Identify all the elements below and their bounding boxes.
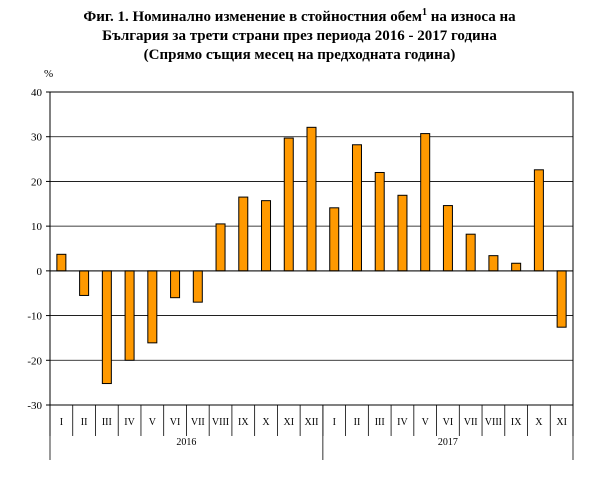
y-axis-label: % <box>44 68 53 80</box>
bar <box>374 171 385 272</box>
x-tick-label: IX <box>238 417 249 428</box>
x-tick-label: XI <box>283 417 294 428</box>
x-tick-label: I <box>60 417 63 428</box>
x-tick-label: II <box>354 417 361 428</box>
x-tick-label: VIII <box>212 417 229 428</box>
y-tick-label: -20 <box>27 355 42 367</box>
x-tick-label: XI <box>556 417 567 428</box>
y-tick-label: 20 <box>31 176 43 188</box>
title-line-2: България за трети страни през периода 20… <box>102 28 497 44</box>
bar <box>556 270 567 328</box>
bar <box>192 270 203 303</box>
x-tick-label: II <box>81 417 88 428</box>
bar <box>147 270 158 344</box>
x-tick-label: VI <box>443 417 454 428</box>
y-tick-label: 30 <box>31 132 43 144</box>
y-tick-label: 0 <box>37 266 43 278</box>
bar <box>397 194 408 272</box>
bar <box>533 169 544 272</box>
bar <box>306 126 317 272</box>
x-tick-label: VII <box>191 417 205 428</box>
x-tick-label: I <box>333 417 336 428</box>
bar <box>101 270 112 385</box>
plot-area-frame <box>49 91 574 406</box>
title-line-1-tail: на износа на <box>426 9 516 25</box>
bar <box>79 270 90 296</box>
title-footnote-mark: 1 <box>421 7 427 18</box>
bar <box>351 144 362 272</box>
x-tick-label: XII <box>305 417 319 428</box>
title-line-3: (Спрямо същия месец на предходната годин… <box>143 47 456 63</box>
y-tick-label: 10 <box>31 221 43 233</box>
y-tick-label: -30 <box>27 400 42 412</box>
x-tick-label: V <box>422 417 430 428</box>
bar <box>420 133 431 272</box>
x-tick-label: VII <box>464 417 478 428</box>
bar <box>124 270 135 361</box>
bar <box>283 137 294 272</box>
bar <box>261 200 272 272</box>
bar <box>215 223 226 272</box>
x-tick-label: X <box>262 417 270 428</box>
bar <box>488 255 499 272</box>
bar <box>465 233 476 272</box>
bar <box>170 270 181 299</box>
x-tick-label: X <box>535 417 543 428</box>
bar <box>56 253 67 272</box>
bar <box>511 262 522 272</box>
chart-title: Фиг. 1. Номинално изменение в стойностни… <box>0 8 599 65</box>
bar <box>329 207 340 272</box>
x-tick-label: VIII <box>485 417 502 428</box>
x-tick-label: VI <box>170 417 181 428</box>
bar <box>238 196 249 272</box>
title-line-1-main: Фиг. 1. Номинално изменение в стойностни… <box>83 9 422 25</box>
title-line-1: Фиг. 1. Номинално изменение в стойностни… <box>0 8 599 27</box>
x-tick-label: V <box>149 417 157 428</box>
x-tick-label: IV <box>397 417 408 428</box>
x-tick-label: IX <box>511 417 522 428</box>
x-tick-label: III <box>102 417 112 428</box>
x-tick-label: IV <box>124 417 135 428</box>
y-tick-label: 40 <box>31 87 43 99</box>
group-label: 2017 <box>438 437 458 448</box>
y-tick-label: -10 <box>27 311 42 323</box>
bar <box>442 205 453 272</box>
x-tick-label: III <box>375 417 385 428</box>
group-label: 2016 <box>176 437 196 448</box>
